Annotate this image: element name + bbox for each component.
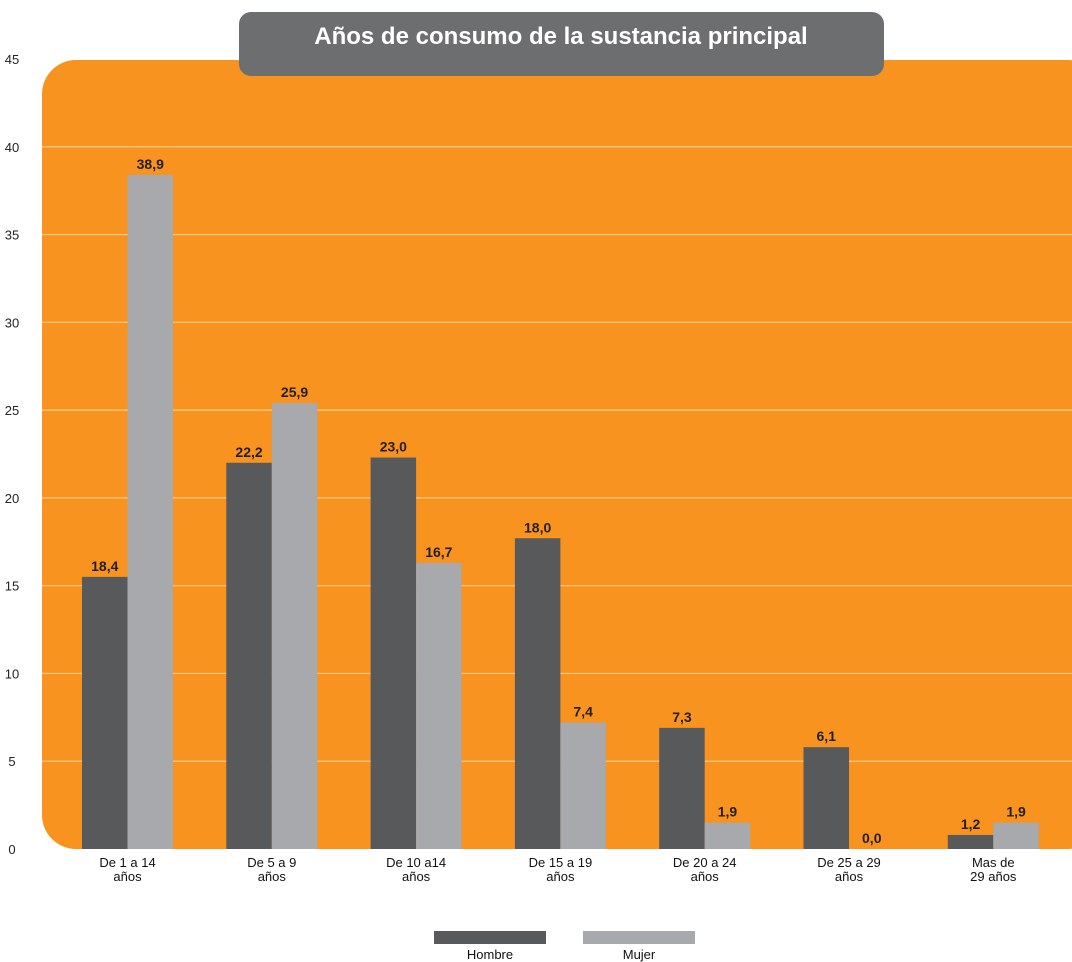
y-tick-label: 25 — [5, 403, 19, 418]
y-tick-label: 5 — [8, 754, 15, 769]
x-tick-label-line: años — [835, 869, 864, 884]
y-axis: 0 5 10 15 20 25 30 35 40 45 — [5, 52, 19, 857]
bar-mujer — [127, 174, 173, 849]
y-tick-label: 30 — [5, 315, 19, 330]
x-tick-label-line: De 15 a 19 — [529, 855, 593, 870]
bar-hombre — [226, 462, 272, 849]
y-tick-label: 20 — [5, 491, 19, 506]
data-label: 7,3 — [672, 709, 692, 725]
chart-title: Años de consumo de la sustancia principa… — [314, 23, 807, 50]
x-tick-label-line: años — [258, 869, 287, 884]
y-tick-label: 15 — [5, 579, 19, 594]
data-label: 22,2 — [235, 444, 262, 460]
y-tick-label: 45 — [5, 52, 19, 67]
y-tick-label: 35 — [5, 228, 19, 243]
x-tick-label-line: De 10 a14 — [386, 855, 446, 870]
data-label: 18,0 — [524, 519, 551, 535]
x-tick-label: De 1 a 14 años — [99, 855, 155, 884]
data-label: 18,4 — [91, 558, 118, 574]
data-label: 23,0 — [380, 439, 407, 455]
x-tick-label-line: De 25 a 29 — [817, 855, 881, 870]
x-tick-label: Mas de 29 años — [970, 855, 1017, 884]
bar-mujer — [993, 822, 1039, 849]
legend-label: Hombre — [467, 947, 513, 962]
bar-hombre — [370, 457, 417, 849]
legend-swatch-hombre — [434, 931, 546, 944]
x-tick-label-line: Mas de — [972, 855, 1015, 870]
x-tick-label: De 5 a 9 años — [247, 855, 296, 884]
bar-hombre — [803, 747, 849, 849]
x-tick-label: De 15 a 19 años — [529, 855, 593, 884]
x-tick-label-line: años — [113, 869, 142, 884]
y-tick-label: 0 — [8, 842, 15, 857]
chart-title-group: Años de consumo de la sustancia principa… — [239, 12, 884, 76]
x-tick-label-line: De 5 a 9 — [247, 855, 296, 870]
legend-label: Mujer — [623, 947, 656, 962]
bar-hombre — [514, 538, 561, 849]
data-label: 38,9 — [137, 156, 164, 172]
data-label: 25,9 — [281, 384, 308, 400]
data-label: 16,7 — [425, 544, 452, 560]
x-tick-label-line: 29 años — [970, 869, 1017, 884]
bar-hombre — [82, 576, 128, 849]
x-tick-label-line: años — [402, 869, 431, 884]
data-label: 0,0 — [862, 830, 882, 846]
x-tick-label: De 10 a14 años — [386, 855, 446, 884]
data-label: 1,9 — [1006, 804, 1026, 820]
chart-title-box — [239, 12, 884, 76]
bar-hombre — [947, 834, 994, 849]
x-tick-label-line: De 20 a 24 — [673, 855, 737, 870]
x-tick-label-line: años — [691, 869, 720, 884]
data-label: 7,4 — [573, 704, 593, 720]
x-tick-label: De 20 a 24 años — [673, 855, 737, 884]
bar-mujer — [704, 822, 751, 849]
y-tick-label: 10 — [5, 666, 19, 681]
y-tick-label: 40 — [5, 140, 19, 155]
bars: 18,4 38,9 22,2 25,9 23,0 16,7 18,0 7,4 7,3 1,9 6,1… — [82, 156, 1039, 849]
legend-swatch-mujer — [583, 931, 695, 944]
bar-mujer — [416, 562, 462, 849]
data-label: 6,1 — [817, 728, 837, 744]
x-tick-label-line: De 1 a 14 — [99, 855, 155, 870]
data-label: 1,9 — [718, 804, 738, 820]
data-label: 1,2 — [961, 816, 981, 832]
x-tick-label-line: años — [546, 869, 575, 884]
x-tick-label: De 25 a 29 años — [817, 855, 881, 884]
legend: Hombre Mujer — [434, 931, 695, 962]
bar-mujer — [271, 403, 318, 849]
bar-mujer — [560, 722, 606, 849]
bar-hombre — [659, 727, 705, 849]
